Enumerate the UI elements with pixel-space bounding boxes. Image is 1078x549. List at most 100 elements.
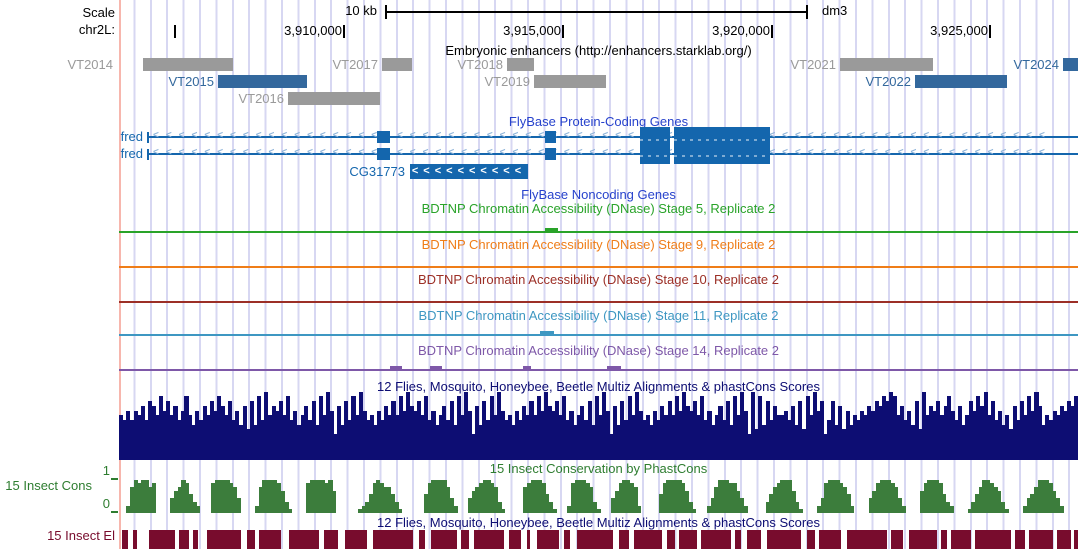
phastcons-element[interactable] (345, 530, 367, 549)
phastcons-element[interactable] (259, 530, 281, 549)
phastcons-element[interactable] (975, 530, 1011, 549)
enhancer-item-VT2016[interactable] (288, 92, 380, 105)
conservation-bar (534, 480, 539, 513)
conservation-bar (743, 506, 748, 513)
phastcons-element[interactable] (461, 530, 469, 549)
phastcons-element[interactable] (527, 530, 530, 549)
enhancer-label-VT2024[interactable]: VT2024 (1013, 57, 1059, 72)
enhancer-item-VT2022[interactable] (915, 75, 1007, 88)
phastcons-element[interactable] (207, 530, 241, 549)
exon-block-tall[interactable] (674, 127, 770, 164)
enhancer-item-VT2019[interactable] (534, 75, 606, 88)
transcript-line[interactable] (149, 153, 1078, 155)
phastcons-element[interactable] (564, 530, 570, 549)
phastcons-element[interactable] (289, 530, 319, 549)
enhancer-item-VT2021[interactable] (840, 58, 933, 71)
phastcons-element[interactable] (891, 530, 903, 549)
phastcons-element[interactable] (819, 530, 841, 549)
conservation-track-label[interactable]: 15 Insect Cons (5, 478, 92, 493)
phastcons-element[interactable] (133, 530, 137, 549)
phastcons-element[interactable] (679, 530, 697, 549)
multiz-bar (1048, 419, 1054, 460)
phastcons-element[interactable] (431, 530, 457, 549)
multiz-bar (482, 401, 487, 460)
enhancer-label-VT2022[interactable]: VT2022 (865, 74, 911, 89)
phastcons-element[interactable] (179, 530, 189, 549)
bdtnp-track-title-1[interactable]: BDTNP Chromatin Accessibility (DNase) St… (421, 201, 776, 216)
phastcons-element[interactable] (807, 530, 815, 549)
conservation-bar (225, 480, 230, 513)
enhancer-label-VT2016[interactable]: VT2016 (238, 91, 284, 106)
phastcons-element[interactable] (735, 530, 741, 549)
enhancer-item-VT2018[interactable] (507, 58, 534, 71)
multiz-bar (293, 410, 298, 460)
exon-block[interactable] (377, 131, 390, 143)
phastcons-element[interactable] (122, 530, 128, 549)
transcript-line[interactable] (149, 136, 1078, 138)
phastcons-element[interactable] (619, 530, 629, 549)
multiz-bar (318, 396, 323, 460)
noncoding-gene-label[interactable]: CG31773 (349, 164, 405, 179)
enhancer-label-VT2021[interactable]: VT2021 (790, 57, 836, 72)
phastcons-element[interactable] (847, 530, 887, 549)
bdtnp-track-title-3[interactable]: BDTNP Chromatin Accessibility (DNase) St… (417, 272, 780, 287)
phastcons-element[interactable] (247, 530, 255, 549)
phastcons-element[interactable] (193, 530, 198, 549)
enhancer-item-VT2015[interactable] (218, 75, 307, 88)
multiz-bar (533, 415, 538, 460)
enhancer-label-VT2018[interactable]: VT2018 (457, 57, 503, 72)
multiz-bar (845, 410, 850, 460)
phastcons-element[interactable] (747, 530, 761, 549)
phastcons-element[interactable] (909, 530, 937, 549)
noncoding-gene-item-CG31773[interactable]: <<<<<<<<<< (410, 164, 528, 179)
phastcons-elements-track-title[interactable]: 12 Flies, Mosquito, Honeybee, Beetle Mul… (377, 515, 820, 530)
phastcons-element[interactable] (1074, 530, 1078, 549)
multiz-track-title[interactable]: 12 Flies, Mosquito, Honeybee, Beetle Mul… (377, 379, 820, 394)
phastcons-element[interactable] (767, 530, 801, 549)
phastcons-element[interactable] (537, 530, 559, 549)
exon-block[interactable] (377, 148, 390, 160)
enhancer-item-VT2017[interactable] (382, 58, 412, 71)
elements-track-label[interactable]: 15 Insect El (47, 528, 115, 543)
phastcons-element[interactable] (149, 530, 175, 549)
gene-label-fred-1[interactable]: fred (120, 129, 143, 144)
noncoding-genes-track-title[interactable]: FlyBase Noncoding Genes (521, 187, 676, 202)
gene-label-fred-2[interactable]: fred (120, 146, 143, 161)
phastcons-element[interactable] (701, 530, 731, 549)
phastcons-element[interactable] (951, 530, 971, 549)
multiz-bar (449, 401, 454, 460)
conservation-bar (993, 487, 998, 513)
bdtnp-track-title-2[interactable]: BDTNP Chromatin Accessibility (DNase) St… (421, 237, 776, 252)
enhancer-label-VT2014[interactable]: VT2014 (67, 57, 113, 72)
enhancer-label-VT2017[interactable]: VT2017 (332, 57, 378, 72)
phastcons-element[interactable] (1029, 530, 1053, 549)
phastcons-element[interactable] (1057, 530, 1071, 549)
phastcons-element[interactable] (474, 530, 504, 549)
bdtnp-track-title-5[interactable]: BDTNP Chromatin Accessibility (DNase) St… (417, 343, 780, 358)
multiz-bar (471, 434, 476, 460)
enhancer-label-VT2019[interactable]: VT2019 (484, 74, 530, 89)
enhancer-item-VT2014[interactable] (143, 58, 233, 71)
phastcons-element[interactable] (324, 530, 338, 549)
protein-coding-genes-track-title[interactable]: FlyBase Protein-Coding Genes (508, 114, 689, 129)
phastcons-element[interactable] (373, 530, 413, 549)
exon-block[interactable] (545, 131, 556, 143)
multiz-bar (358, 391, 363, 460)
phastcons-element[interactable] (419, 530, 425, 549)
phastcons-element[interactable] (634, 530, 662, 549)
enhancers-track-title[interactable]: Embryonic enhancers (http://enhancers.st… (445, 43, 752, 58)
multiz-bar (605, 410, 610, 460)
phastcons-element[interactable] (1015, 530, 1025, 549)
exon-block[interactable] (545, 148, 556, 160)
multiz-bar (496, 391, 501, 460)
enhancer-item-VT2024[interactable] (1063, 58, 1078, 71)
phastcons-element[interactable] (667, 530, 675, 549)
exon-block-tall[interactable] (640, 127, 670, 164)
phastcons-element[interactable] (941, 530, 947, 549)
phastcons-element[interactable] (509, 530, 521, 549)
multiz-bar (1023, 415, 1028, 460)
bdtnp-track-title-4[interactable]: BDTNP Chromatin Accessibility (DNase) St… (418, 308, 779, 323)
enhancer-label-VT2015[interactable]: VT2015 (168, 74, 214, 89)
conservation-track-title[interactable]: 15 Insect Conservation by PhastCons (489, 461, 708, 476)
phastcons-element[interactable] (577, 530, 613, 549)
